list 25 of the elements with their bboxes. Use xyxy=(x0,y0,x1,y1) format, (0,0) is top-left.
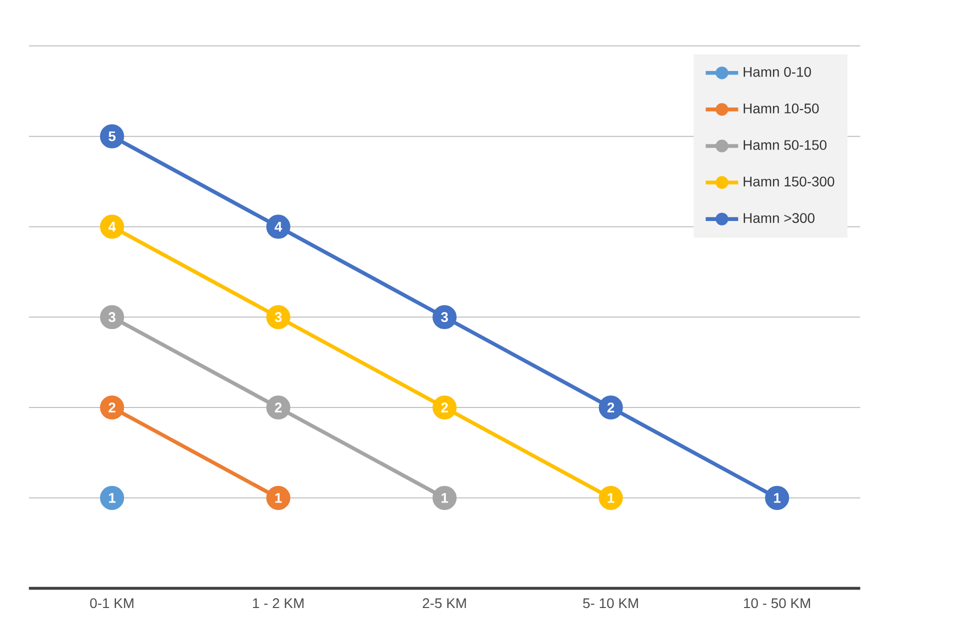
data-label: 1 xyxy=(608,493,614,503)
x-tick-label: 10 - 50 KM xyxy=(744,598,810,608)
data-label: 2 xyxy=(108,402,116,412)
legend-label: Hamn 150-300 xyxy=(744,176,834,186)
data-label: 1 xyxy=(442,493,448,503)
legend-label: Hamn 0-10 xyxy=(744,66,811,77)
legend-label: Hamn >300 xyxy=(744,213,814,223)
data-label: 2 xyxy=(274,402,282,412)
x-tick-label: 5- 10 KM xyxy=(583,598,638,608)
x-tick-label: 2-5 KM xyxy=(422,598,466,608)
data-label: 2 xyxy=(441,402,448,412)
data-label: 2 xyxy=(607,402,614,412)
data-label: 5 xyxy=(108,131,116,142)
legend-label: Hamn 10-50 xyxy=(744,103,819,114)
data-label: 3 xyxy=(108,312,116,322)
data-label: 3 xyxy=(274,312,282,322)
x-tick-label: 0-1 KM xyxy=(90,598,134,608)
legend-label: Hamn 50-150 xyxy=(744,140,826,150)
data-label: 3 xyxy=(441,312,448,322)
data-label: 1 xyxy=(275,493,282,503)
data-label: 1 xyxy=(109,493,116,503)
data-label: 1 xyxy=(774,493,781,503)
data-label: 4 xyxy=(274,222,282,232)
data-label: 4 xyxy=(108,222,116,232)
x-tick-label: 1 - 2 KM xyxy=(253,598,304,608)
